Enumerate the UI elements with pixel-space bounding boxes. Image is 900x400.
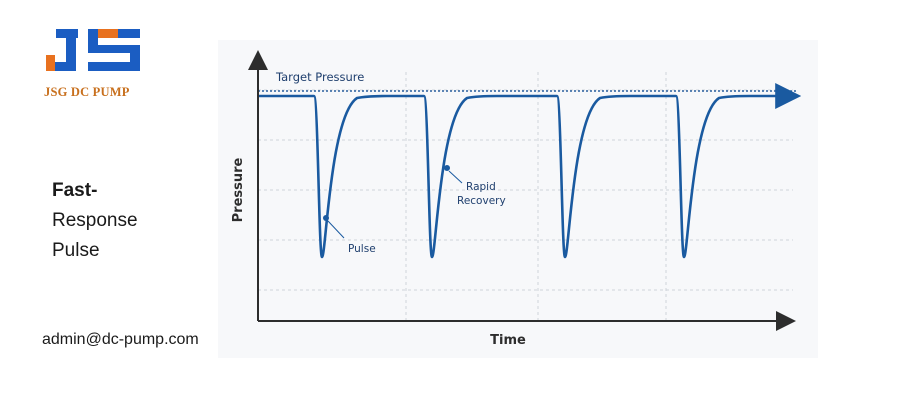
y-axis-label: Pressure xyxy=(231,157,246,222)
diagram-svg: Target Pressure Pulse Rapid Recovery Pre… xyxy=(231,50,802,348)
feature-title-line-3: Pulse xyxy=(52,240,100,261)
grid-vertical xyxy=(405,72,667,322)
recovery-annotation-label-line-1: Rapid xyxy=(466,181,496,193)
recovery-annotation-label-line-2: Recovery xyxy=(457,195,506,207)
pulse-annotation-dot xyxy=(323,215,329,221)
x-axis-label: Time xyxy=(490,333,526,348)
pulse-annotation-label: Pulse xyxy=(348,243,376,255)
logo-text: JSG DC PUMP xyxy=(44,85,130,99)
logo-mark-icon xyxy=(46,29,140,71)
feature-title-line-2: Response xyxy=(52,210,138,231)
pressure-pulse-diagram: Target Pressure Pulse Rapid Recovery Pre… xyxy=(218,40,818,358)
brand-logo: JSG DC PUMP xyxy=(44,27,144,107)
pulse-annotation-leader xyxy=(327,220,345,239)
recovery-annotation-dot xyxy=(444,165,450,171)
feature-title-line-1: Fast- xyxy=(52,180,98,201)
pressure-curve xyxy=(258,83,802,259)
recovery-annotation-leader xyxy=(448,170,463,184)
contact-email[interactable]: admin@dc-pump.com xyxy=(42,331,199,348)
target-pressure-label: Target Pressure xyxy=(275,70,364,84)
grid-horizontal xyxy=(258,89,793,291)
feature-title: Fast- Response Pulse xyxy=(52,176,138,266)
